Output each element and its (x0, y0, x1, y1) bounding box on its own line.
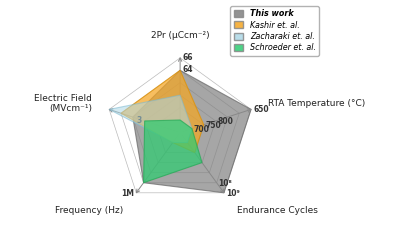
Polygon shape (121, 70, 204, 152)
Text: RTA Temperature (°C): RTA Temperature (°C) (268, 99, 365, 108)
Text: Frequency (Hz): Frequency (Hz) (55, 206, 124, 214)
Text: 66: 66 (182, 53, 193, 62)
Polygon shape (144, 120, 202, 183)
Polygon shape (133, 70, 251, 193)
Text: 10⁹: 10⁹ (226, 189, 240, 198)
Polygon shape (109, 95, 192, 142)
Legend: This work, Kashir et. al., Zacharaki et. al., Schroeder et. al.: This work, Kashir et. al., Zacharaki et.… (230, 6, 319, 56)
Text: Electric Field
(MVcm⁻¹): Electric Field (MVcm⁻¹) (34, 94, 92, 113)
Text: 800: 800 (218, 117, 234, 126)
Text: 3: 3 (137, 116, 142, 125)
Text: 64: 64 (182, 65, 193, 74)
Text: 750: 750 (206, 121, 222, 130)
Text: 1M: 1M (121, 189, 134, 198)
Text: 2Pr (μCcm⁻²): 2Pr (μCcm⁻²) (151, 31, 210, 40)
Text: 650: 650 (253, 106, 269, 114)
Text: Endurance Cycles: Endurance Cycles (237, 206, 318, 214)
Text: 700: 700 (194, 124, 210, 134)
Text: 10⁸: 10⁸ (219, 179, 232, 188)
